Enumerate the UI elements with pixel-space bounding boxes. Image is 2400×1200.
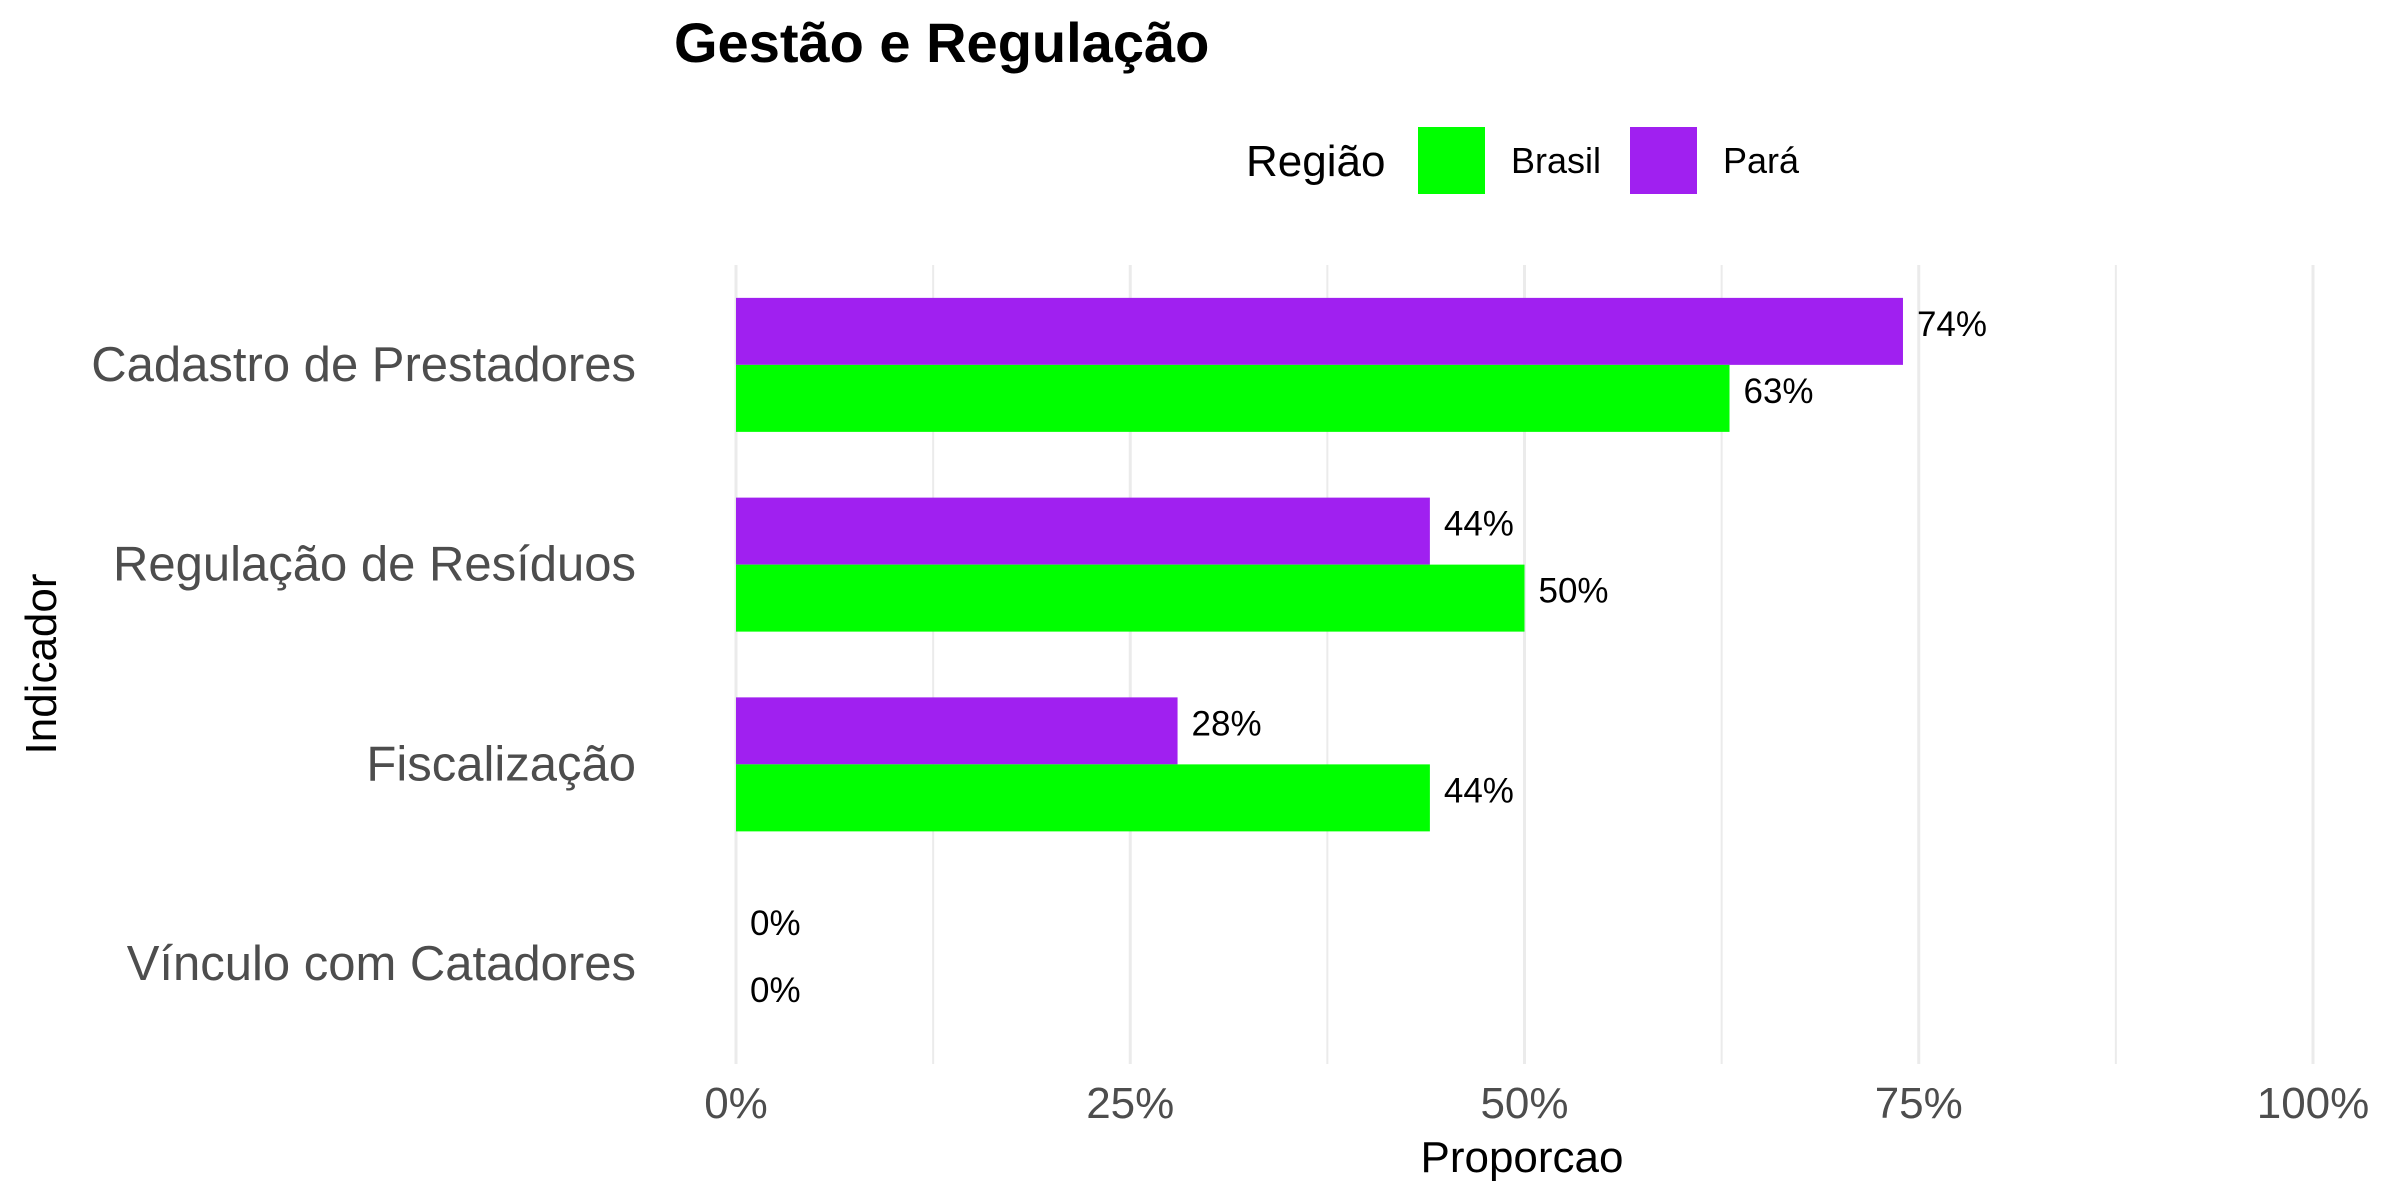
x-tick-label: 100% (2257, 1079, 2370, 1128)
data-label-brasil: 44% (1444, 771, 1514, 810)
category-label: Regulação de Resíduos (113, 538, 636, 592)
x-tick-label: 75% (1875, 1079, 1963, 1128)
bar-brasil (736, 364, 1730, 432)
legend-label-brasil: Brasil (1511, 140, 1601, 181)
data-label-brasil: 63% (1744, 372, 1814, 411)
data-labels: 74% 63% 44% 50% 28% 44% 0% 0% (750, 305, 1987, 1010)
y-axis-title: Indicador (17, 573, 66, 754)
bars (736, 297, 1903, 832)
bar-para (736, 497, 1430, 565)
x-tick-label: 50% (1480, 1079, 1568, 1128)
category-label: Fiscalização (366, 737, 636, 791)
legend-key-para (1630, 127, 1697, 194)
bar-para (736, 697, 1178, 765)
category-labels: Cadastro de Prestadores Regulação de Resí… (91, 338, 636, 991)
data-label-para: 74% (1917, 305, 1987, 344)
bar-brasil (736, 764, 1430, 832)
bar-para (736, 297, 1903, 365)
chart-title: Gestão e Regulação (674, 11, 1209, 74)
legend-key-brasil (1418, 127, 1485, 194)
data-label-para: 28% (1192, 704, 1262, 743)
category-label: Cadastro de Prestadores (91, 338, 636, 392)
x-tick-label: 25% (1086, 1079, 1174, 1128)
x-tick-label: 0% (704, 1079, 768, 1128)
legend: Região Brasil Pará (1246, 127, 1800, 194)
bar-brasil (736, 564, 1525, 632)
data-label-para: 44% (1444, 505, 1514, 544)
data-label-brasil: 0% (750, 971, 801, 1010)
legend-label-para: Pará (1723, 140, 1800, 181)
data-label-brasil: 50% (1539, 572, 1609, 611)
x-axis-title: Proporcao (1420, 1133, 1623, 1182)
x-tick-labels: 0% 25% 50% 75% 100% (704, 1079, 2369, 1128)
category-label: Vínculo com Catadores (127, 937, 636, 991)
legend-title: Região (1246, 137, 1385, 186)
data-label-para: 0% (750, 904, 801, 943)
